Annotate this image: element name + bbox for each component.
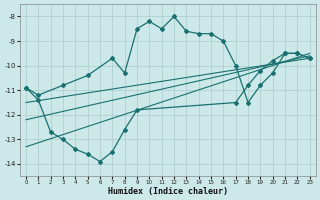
X-axis label: Humidex (Indice chaleur): Humidex (Indice chaleur) [108, 187, 228, 196]
